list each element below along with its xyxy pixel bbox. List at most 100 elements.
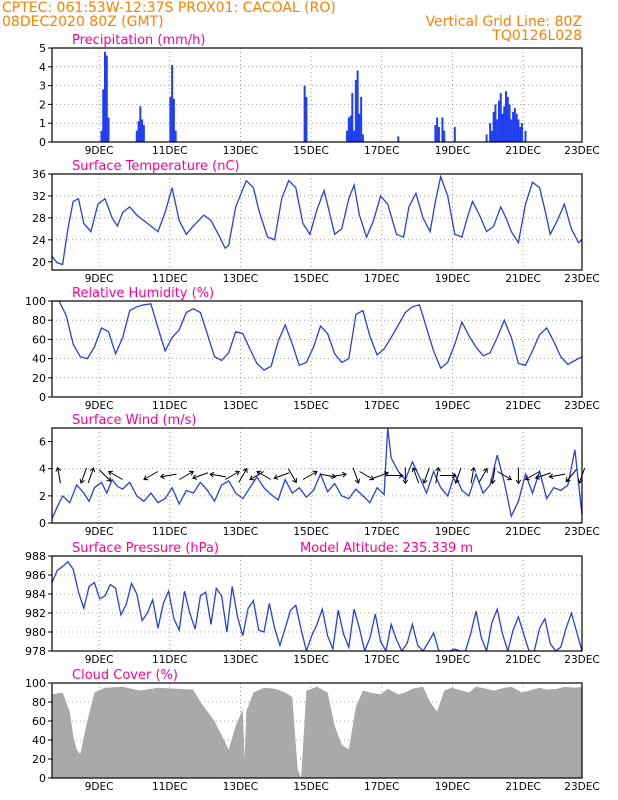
cloud-xtick-label: 17DEC xyxy=(364,781,399,793)
wind-arrow-head xyxy=(482,467,488,473)
precip-bar xyxy=(441,117,444,142)
precip-bar xyxy=(437,126,440,142)
wind-arrow-shaft xyxy=(98,469,112,482)
wind-direction-arrow xyxy=(524,471,540,481)
wind-arrow-head xyxy=(524,475,530,481)
cloud-xtick-label: 15DEC xyxy=(293,781,328,793)
rh-frame xyxy=(51,300,583,398)
precip-ytick-label: 3 xyxy=(39,80,46,93)
wind-arrow-shaft xyxy=(179,471,194,480)
precip-bar xyxy=(361,134,364,142)
precip-bar xyxy=(346,130,349,142)
rh-xtick-label: 9DEC xyxy=(85,400,114,412)
wind-arrow-shaft xyxy=(210,473,227,478)
header-station: CPTEC: 061:53W-12:37S PROX01: CACOAL (RO… xyxy=(2,0,336,16)
precip-bar xyxy=(360,96,363,142)
cloud-panel: 0 20 40 60 80 100 9DEC 11DEC 13DEC 15DEC 17DEC 19DE… xyxy=(25,668,600,793)
wind-arrow-head xyxy=(256,470,262,476)
wind-ytick-label: 0 xyxy=(39,517,46,530)
wind-arrow-shaft xyxy=(302,471,318,480)
pressure-ytick-label: 988 xyxy=(25,550,46,563)
precip-bar xyxy=(494,104,497,142)
precip-bar xyxy=(499,93,502,142)
precip-ytick-label: 5 xyxy=(39,42,46,55)
wind-direction-arrow xyxy=(238,467,248,483)
rh-ytick-label: 0 xyxy=(39,391,46,404)
precip-bar xyxy=(524,130,527,142)
model-altitude-label: Model Altitude: 235.339 m xyxy=(300,541,473,556)
wind-arrow-shaft xyxy=(525,471,540,480)
rh-xtick-label: 11DEC xyxy=(152,400,187,412)
wind-arrow-shaft xyxy=(359,471,374,480)
cloud-xtick-label: 11DEC xyxy=(152,781,187,793)
wind-arrow-shaft xyxy=(549,473,566,478)
wind-arrow-head xyxy=(354,478,361,484)
precip-ytick-label: 1 xyxy=(39,117,46,130)
pressure-frame xyxy=(51,555,583,652)
temp-xtick-label: 13DEC xyxy=(223,273,258,285)
precip-xtick-label: 23DEC xyxy=(564,145,599,157)
precip-bar xyxy=(443,130,446,142)
wind-arrow-head xyxy=(565,477,571,483)
cloud-xtick-label: 9DEC xyxy=(85,781,114,793)
wind-arrow-shaft xyxy=(57,467,61,484)
wind-direction-arrow xyxy=(565,469,577,483)
wind-direction-arrow xyxy=(256,470,272,480)
cloud-cover-area xyxy=(52,686,582,778)
wind-xtick-label: 21DEC xyxy=(505,526,540,538)
wind-arrow-shaft xyxy=(565,469,577,482)
wind-arrow-head xyxy=(79,478,85,484)
wind-direction-arrow xyxy=(478,467,488,483)
temp-ytick-label: 36 xyxy=(32,168,46,181)
cloud-ytick-label: 20 xyxy=(32,753,46,766)
wind-direction-arrow xyxy=(302,470,318,480)
wind-arrow-shaft xyxy=(455,467,462,484)
temp-series-line xyxy=(52,174,582,266)
temp-xtick-label: 21DEC xyxy=(505,273,540,285)
wind-arrow-head xyxy=(143,475,149,481)
precip-bar xyxy=(305,96,308,142)
wind-arrow-shaft xyxy=(287,468,297,483)
wind-direction-arrow xyxy=(548,473,566,480)
temp-panel: 20 24 28 32 36 9DEC 11DEC 13DEC 15DEC 17DEC 19DEC 2… xyxy=(32,159,600,285)
wind-arrow-head xyxy=(249,475,255,481)
wind-arrow-head xyxy=(383,471,389,477)
wind-direction-arrow xyxy=(249,471,265,481)
wind-xtick-label: 13DEC xyxy=(223,526,258,538)
cloud-ytick-label: 0 xyxy=(39,772,46,785)
wind-direction-arrow xyxy=(87,467,96,484)
wind-title: Surface Wind (m/s) xyxy=(72,413,196,428)
wind-direction-arrow xyxy=(372,471,389,479)
rh-ytick-label: 60 xyxy=(32,333,46,346)
precip-bar xyxy=(517,119,520,142)
wind-direction-arrow xyxy=(359,471,375,481)
wind-arrow-head xyxy=(188,470,194,476)
precip-frame xyxy=(51,47,583,143)
precip-ytick-label: 4 xyxy=(39,61,46,74)
wind-arrow-head xyxy=(273,474,279,480)
cloud-title: Cloud Cover (%) xyxy=(72,668,178,683)
precip-bar xyxy=(142,125,145,142)
pressure-xtick-label: 21DEC xyxy=(505,654,540,666)
wind-direction-arrow xyxy=(490,467,496,485)
pressure-xtick-label: 11DEC xyxy=(152,654,187,666)
cloud-xtick-label: 23DEC xyxy=(564,781,599,793)
precip-bar xyxy=(497,100,500,142)
wind-arrow-head xyxy=(242,467,248,473)
wind-xtick-label: 9DEC xyxy=(85,526,114,538)
wind-arrow-head xyxy=(55,466,62,472)
pressure-ytick-label: 986 xyxy=(25,569,46,582)
precip-xtick-label: 19DEC xyxy=(435,145,470,157)
precip-bar xyxy=(135,130,138,142)
rh-xtick-label: 13DEC xyxy=(223,400,258,412)
wind-xtick-label: 23DEC xyxy=(564,526,599,538)
wind-arrow-shaft xyxy=(497,471,512,480)
pressure-panel: 978 980 982 984 986 988 9DEC 11DEC 13DEC 15DEC 17D… xyxy=(25,541,600,666)
precip-xtick-label: 11DEC xyxy=(152,145,187,157)
wind-arrow-shaft xyxy=(330,473,347,478)
pressure-series-line xyxy=(52,560,582,651)
wind-arrow-head xyxy=(451,472,457,479)
wind-series-line xyxy=(52,428,582,520)
precip-bar xyxy=(353,130,356,142)
wind-direction-arrow xyxy=(143,471,159,481)
